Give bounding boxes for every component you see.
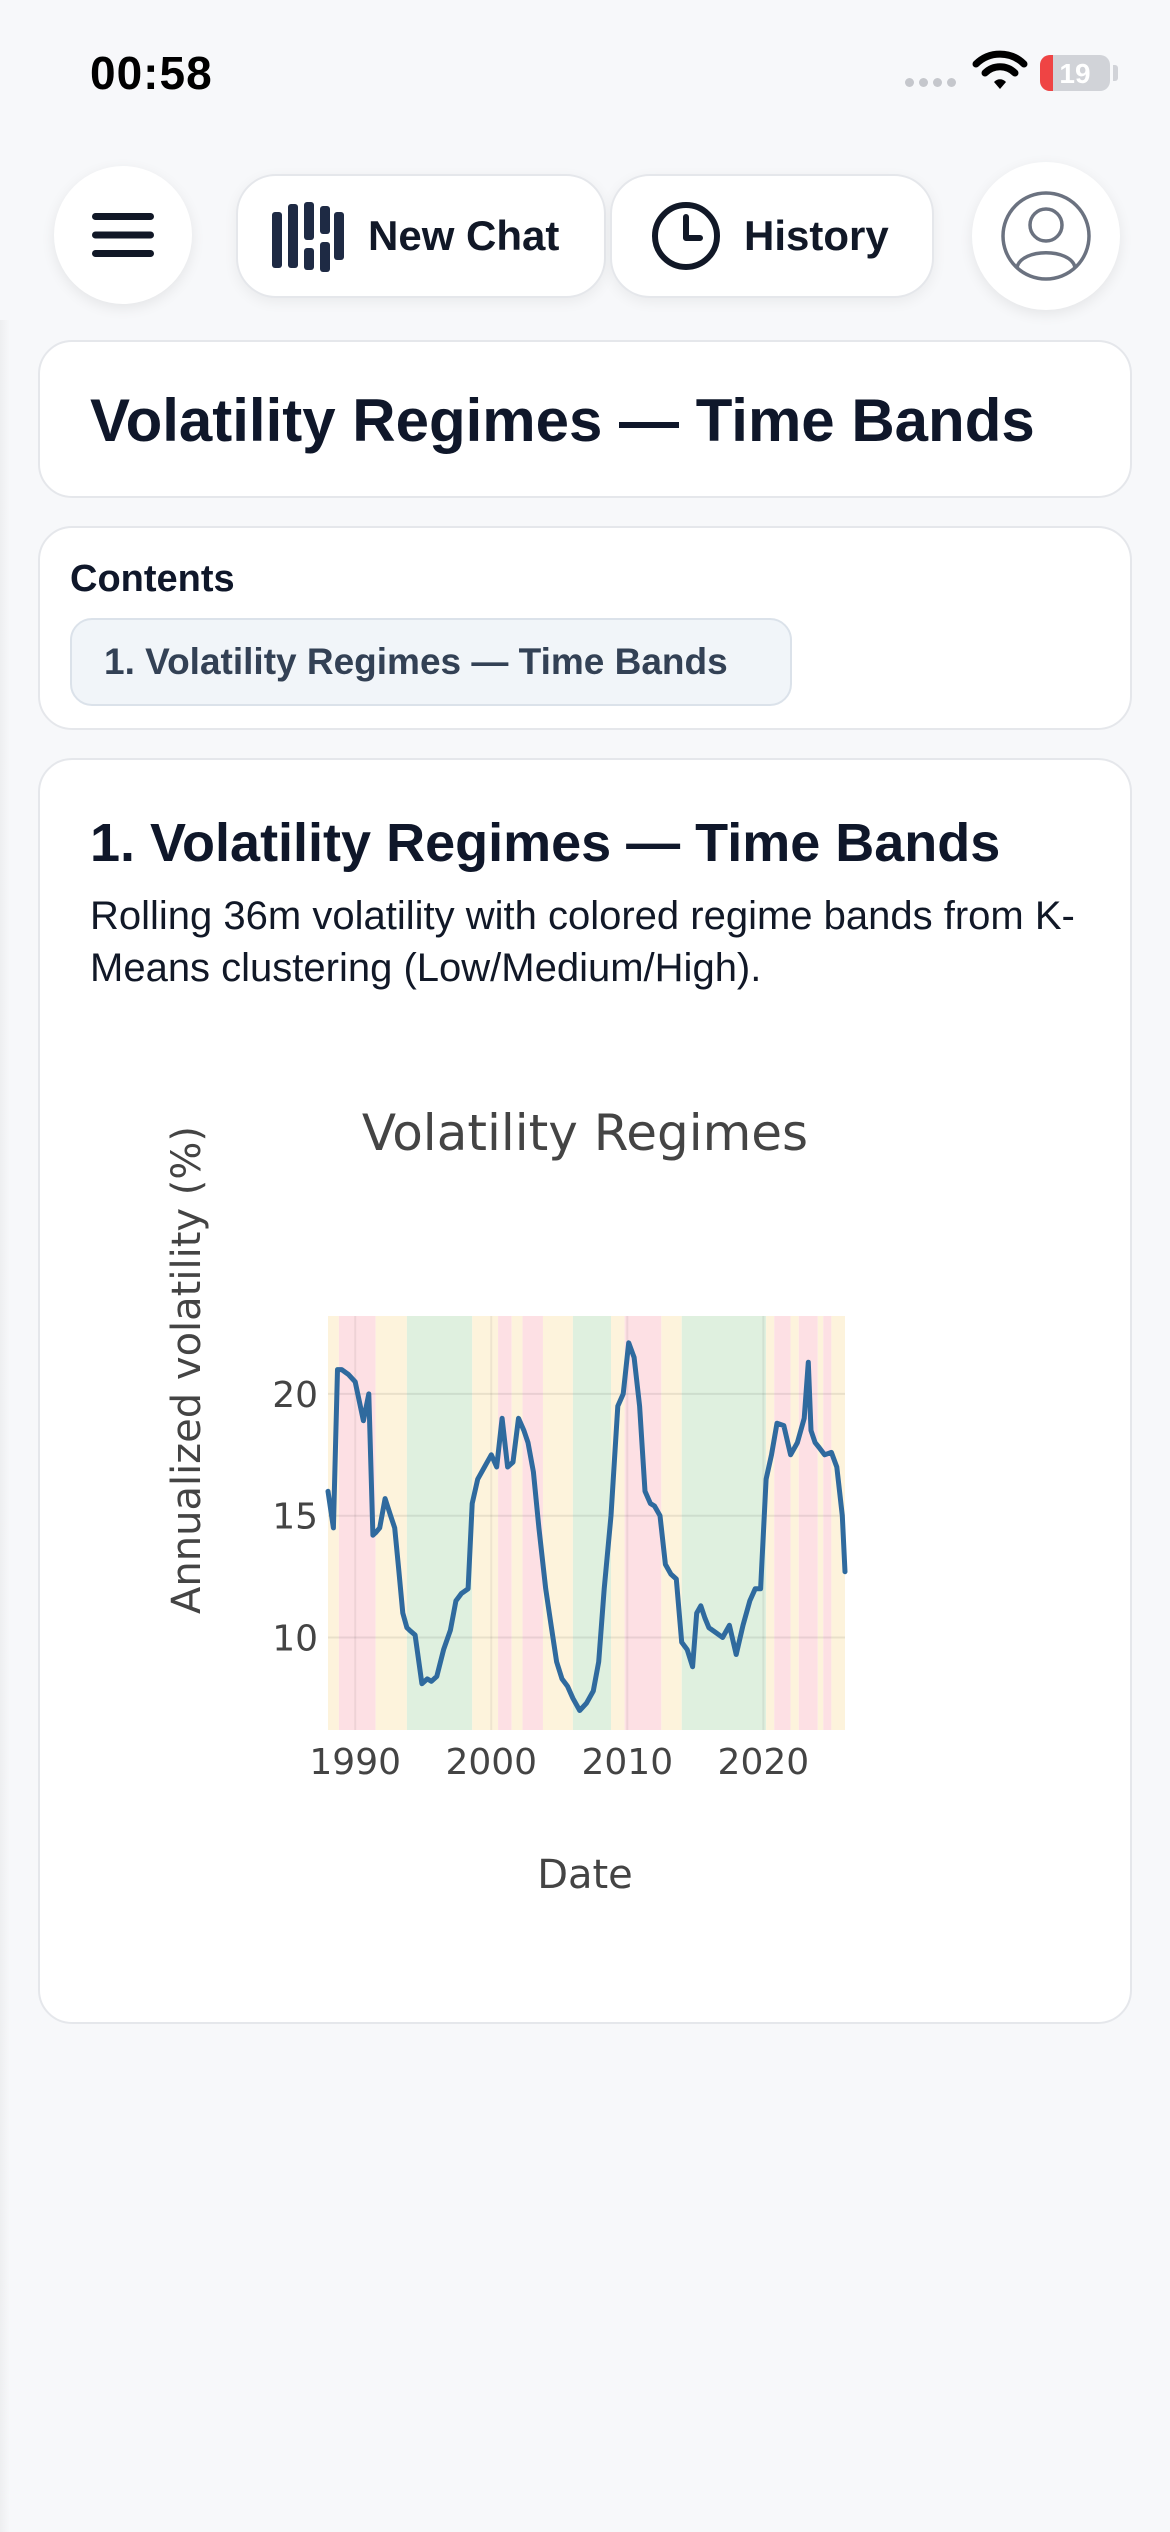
chart-title: Volatility Regimes [362,1104,808,1162]
y-tick-label: 20 [272,1375,318,1416]
x-axis-label: Date [537,1852,633,1898]
y-axis-label: Annualized volatility (%) [164,1126,210,1614]
regime-band-high [823,1316,832,1730]
regime-band-medium [766,1316,775,1730]
toc-link-section-1[interactable]: 1. Volatility Regimes — Time Bands [70,618,792,706]
section-title: 1. Volatility Regimes — Time Bands [90,813,1001,873]
x-axis-ticks: 1990 2000 2010 2020 [309,1742,809,1783]
regime-band-high [774,1316,791,1730]
drawer-edge-shadow [0,320,10,2532]
clock-icon [652,202,720,270]
cellular-signal-icon [905,78,956,87]
battery-icon: 19 [1040,55,1110,91]
regime-band-high [498,1316,512,1730]
app-logo-icon [272,202,344,272]
regime-band-low [681,1316,767,1730]
y-axis-ticks: 10 15 20 [272,1375,318,1660]
section-card: 1. Volatility Regimes — Time Bands Rolli… [38,758,1132,2024]
status-bar: 00:58 19 [0,0,1170,140]
x-tick-label: 2010 [582,1742,674,1783]
regime-band-high [624,1316,662,1730]
history-label: History [744,212,889,259]
y-tick-label: 15 [272,1497,318,1538]
new-chat-button[interactable]: New Chat [236,174,606,298]
page-title: Volatility Regimes — Time Bands [90,387,1035,454]
wifi-icon [972,50,1028,89]
regime-band-medium [790,1316,799,1730]
contents-heading: Contents [70,558,235,600]
volatility-chart[interactable]: Volatility Regimes 10 15 20 1990 2000 2010 20… [40,760,1134,2022]
volatility-line [325,1340,848,1713]
menu-button[interactable] [54,166,192,304]
x-tick-label: 2020 [718,1742,810,1783]
status-time: 00:58 [90,47,213,99]
regime-band-medium [831,1316,845,1730]
y-tick-label: 10 [272,1618,318,1659]
profile-button[interactable] [972,162,1120,310]
user-avatar-icon [1001,191,1091,281]
new-chat-label: New Chat [368,212,560,259]
x-tick-label: 1990 [309,1742,401,1783]
regime-band-medium [661,1316,682,1730]
regime-band-high [522,1316,543,1730]
x-tick-label: 2000 [445,1742,537,1783]
page-title-card: Volatility Regimes — Time Bands [38,340,1132,498]
regime-band-medium [511,1316,523,1730]
hamburger-menu-icon [92,213,154,257]
regime-band-medium [386,1316,407,1730]
regime-band-medium [817,1316,824,1730]
regime-band-low [572,1316,611,1730]
section-description: Rolling 36m volatility with colored regi… [90,894,1075,990]
regime-band-medium [610,1316,625,1730]
volatility-series [325,1340,848,1713]
regime-bands [328,1316,845,1730]
battery-level: 19 [1059,58,1091,89]
contents-card: Contents 1. Volatility Regimes — Time Ba… [38,526,1132,730]
regime-band-medium [472,1316,499,1730]
history-button[interactable]: History [610,174,934,298]
